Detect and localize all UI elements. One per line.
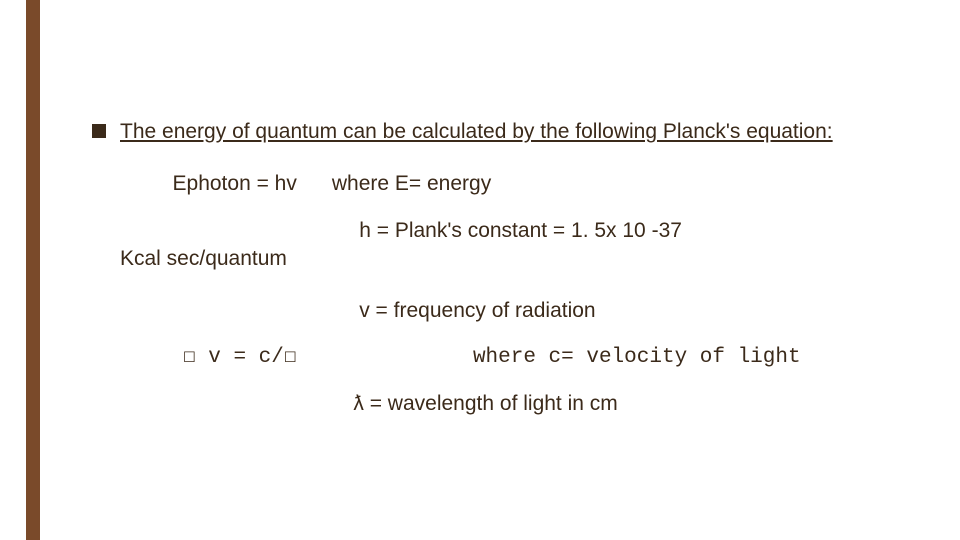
bullet-headline: The energy of quantum can be calculated … [120,118,833,146]
line-lambda-wavelength: ƛ = wavelength of light in cm [120,390,932,418]
bullet-item: The energy of quantum can be calculated … [92,118,932,146]
line-equation-1: Ephoton = hv where E= energy [120,170,932,198]
accent-sidebar [26,0,40,540]
line-kcal-unit: Kcal sec/quantum [120,245,932,273]
square-bullet-icon [92,124,106,138]
slide-content: The energy of quantum can be calculated … [92,118,932,418]
line-equation-2: ☐ v = c/☐ where c= velocity of light [120,344,932,372]
line-h-constant: h = Plank's constant = 1. 5x 10 -37 [120,217,932,245]
line-v-frequency: v = frequency of radiation [120,297,932,325]
equation-block: Ephoton = hv where E= energy h = Plank's… [120,170,932,418]
